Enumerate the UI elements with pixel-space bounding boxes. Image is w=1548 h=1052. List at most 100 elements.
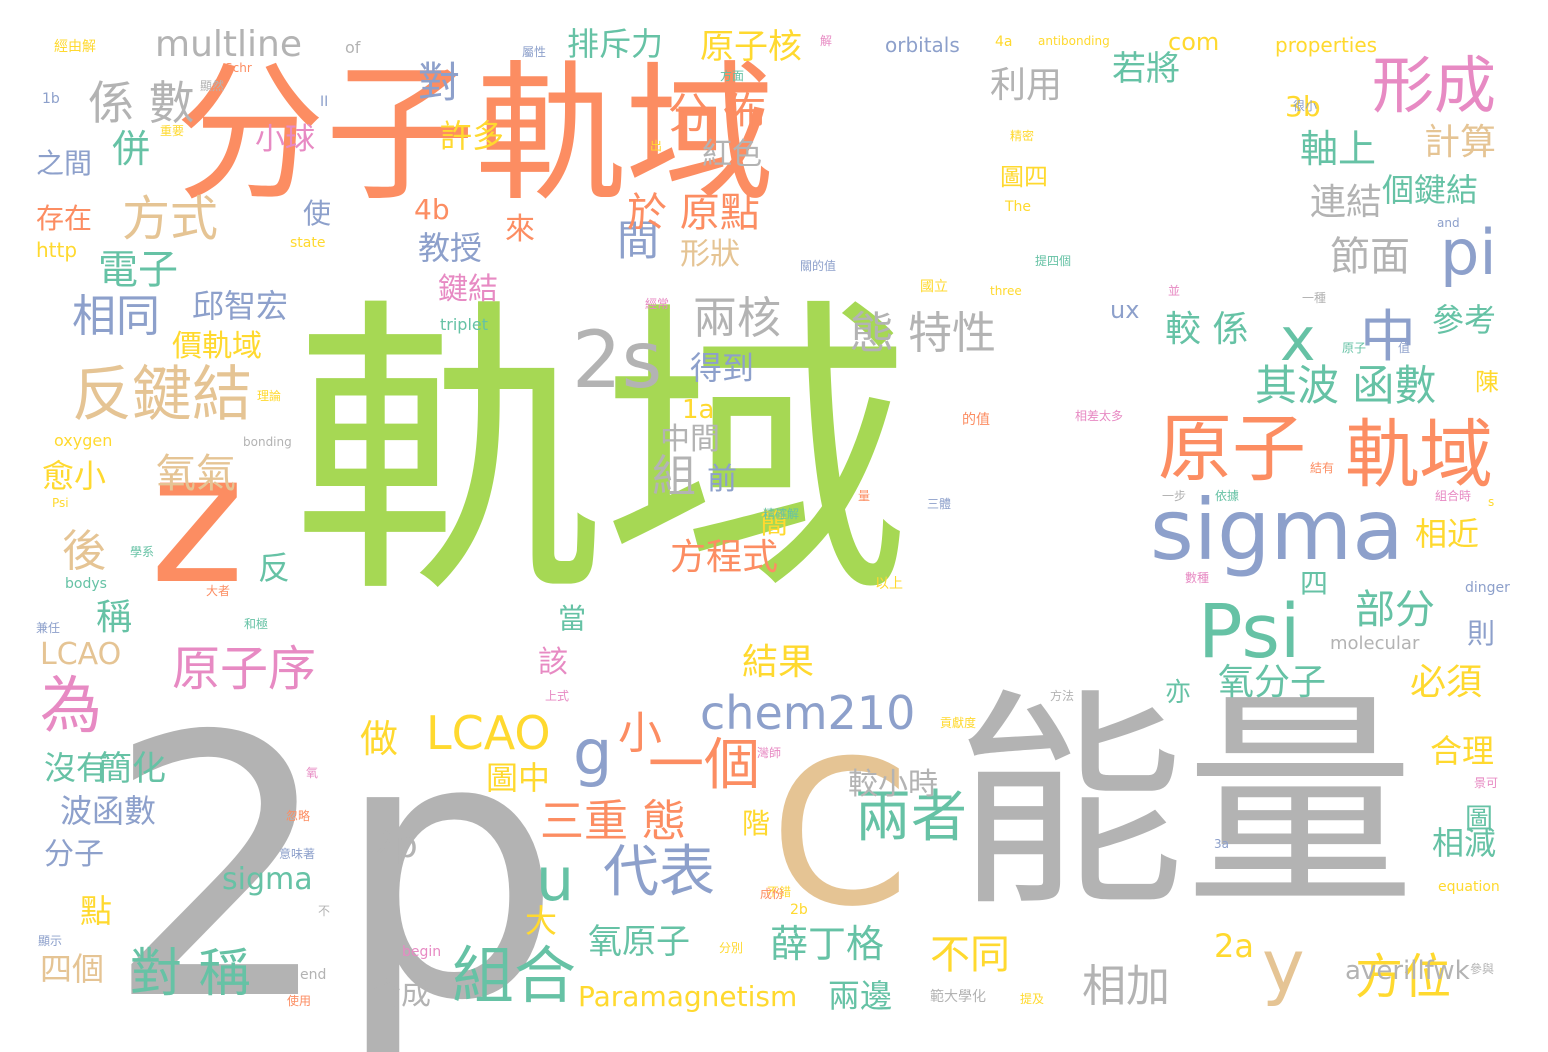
cloud-word: 軌域 [292,274,912,635]
cloud-word: 兼任 [36,621,61,635]
cloud-word: 反 [258,549,291,587]
cloud-word: oxygen [54,431,113,450]
cloud-word: z [150,415,245,624]
cloud-word: 點 [80,892,113,930]
cloud-word: 較小時 [848,767,938,802]
cloud-word: 分子軌域 [175,48,776,222]
cloud-word: 以上 [875,576,903,592]
cloud-word: bodys [65,576,107,592]
cloud-word: 三體 [927,497,952,511]
cloud-word: 景可 [1474,776,1499,790]
cloud-word: 結有 [1310,461,1335,475]
cloud-word: Schr [225,61,252,75]
cloud-word: 部分 [1355,587,1435,633]
cloud-word: 顯示 [38,934,63,948]
cloud-word: 方式 [122,191,219,247]
cloud-word: 該 [538,645,568,680]
cloud-word: 則 [1467,617,1496,650]
cloud-word: 兩核 [693,293,781,344]
cloud-word: 並 [1168,284,1181,298]
cloud-word: LCAO [426,706,551,760]
cloud-word: bonding [243,435,292,449]
cloud-word: 數種 [1185,571,1210,585]
cloud-word: 愈小 [42,457,107,495]
cloud-word: 1a [682,395,715,425]
cloud-word: The [1005,199,1032,215]
cloud-word: y [1262,924,1305,1008]
cloud-word: 於 原點 [627,190,760,236]
cloud-word: ux [1110,296,1140,324]
cloud-word: 係 數 [88,76,195,130]
cloud-word: Paramagnetism [578,980,798,1013]
cloud-word: 電子 [98,247,178,293]
cloud-word: 氧氣 [156,451,236,497]
cloud-word: 代表 [603,840,715,905]
cloud-word: dinger [1465,580,1510,596]
cloud-word: 許多 [440,117,505,155]
cloud-word: equation [1438,879,1500,895]
cloud-word: 原子 [1342,341,1367,355]
cloud-word: Psi [52,496,69,510]
cloud-word: 不同 [930,932,1010,978]
cloud-word: 的值 [962,412,990,428]
cloud-word: 原子 [1158,406,1306,492]
cloud-word: 一個 [648,733,760,798]
cloud-word: 量 [858,489,871,503]
cloud-word: 分子 [44,837,104,872]
cloud-word: begin [402,944,442,960]
cloud-word: s [1488,495,1495,509]
cloud-word: 灣師 [757,746,782,760]
cloud-word: averillfwk [1345,956,1470,986]
cloud-word: 分 佈 [668,89,766,138]
cloud-word: 排斥力 [567,25,664,63]
cloud-word: 簡 [760,507,789,540]
cloud-word: of [345,38,361,57]
cloud-word: 形狀 [680,237,740,272]
cloud-word: molecular [1330,633,1420,654]
cloud-word: 結果 [742,642,815,683]
cloud-word: 中間 [660,422,720,457]
cloud-word: triplet [440,315,489,334]
cloud-word: 意味著 [279,847,316,861]
cloud-word: 經由解 [54,39,96,55]
cloud-word: 相近 [1415,515,1480,553]
cloud-word: 併 [112,127,151,171]
cloud-word: 方法 [1050,689,1075,703]
cloud-word: sigma [222,862,313,897]
cloud-word: Psi [1198,589,1301,675]
cloud-word: 對 稱 [130,944,251,1004]
cloud-word: 一種 [1302,291,1327,305]
cloud-word: 價軌域 [172,329,262,364]
cloud-word: 組合 [452,939,577,1012]
cloud-word: 相差太多 [1075,409,1124,423]
cloud-word: 為 [40,669,103,742]
cloud-word: 出 [650,139,663,153]
cloud-word: 來 [505,212,535,247]
cloud-word: 存在 [36,202,93,235]
cloud-word: 重要 [160,124,185,138]
cloud-word: sigma [1150,481,1404,579]
cloud-word: 相減 [1432,824,1497,862]
cloud-word: 若將 [1112,49,1180,89]
cloud-word: II [320,94,329,110]
cloud-word: 兩邊 [828,977,893,1015]
cloud-word: 陳 [1475,368,1499,396]
cloud-word: 不錯 [767,885,792,899]
cloud-word: 個鍵結 [1382,171,1479,209]
cloud-word: 屬性 [522,45,547,59]
cloud-word: 上式 [545,689,570,703]
cloud-word: 範大學化 [930,989,986,1005]
cloud-word: u [536,845,575,915]
cloud-word: 精確解 [763,507,800,521]
cloud-word: 成份 [760,887,785,901]
cloud-word: 參與 [1470,962,1495,976]
cloud-word: 大 [525,902,558,940]
cloud-word: 態 特性 [850,308,996,359]
cloud-word: 簡化 [98,749,166,789]
cloud-word: 提四個 [1035,254,1072,268]
cloud-word: 3a [1214,837,1229,851]
cloud-word: 能量 [955,671,1416,938]
cloud-word: 間 [617,216,660,265]
cloud-word: multline [155,24,302,65]
cloud-word: x [1280,305,1316,375]
